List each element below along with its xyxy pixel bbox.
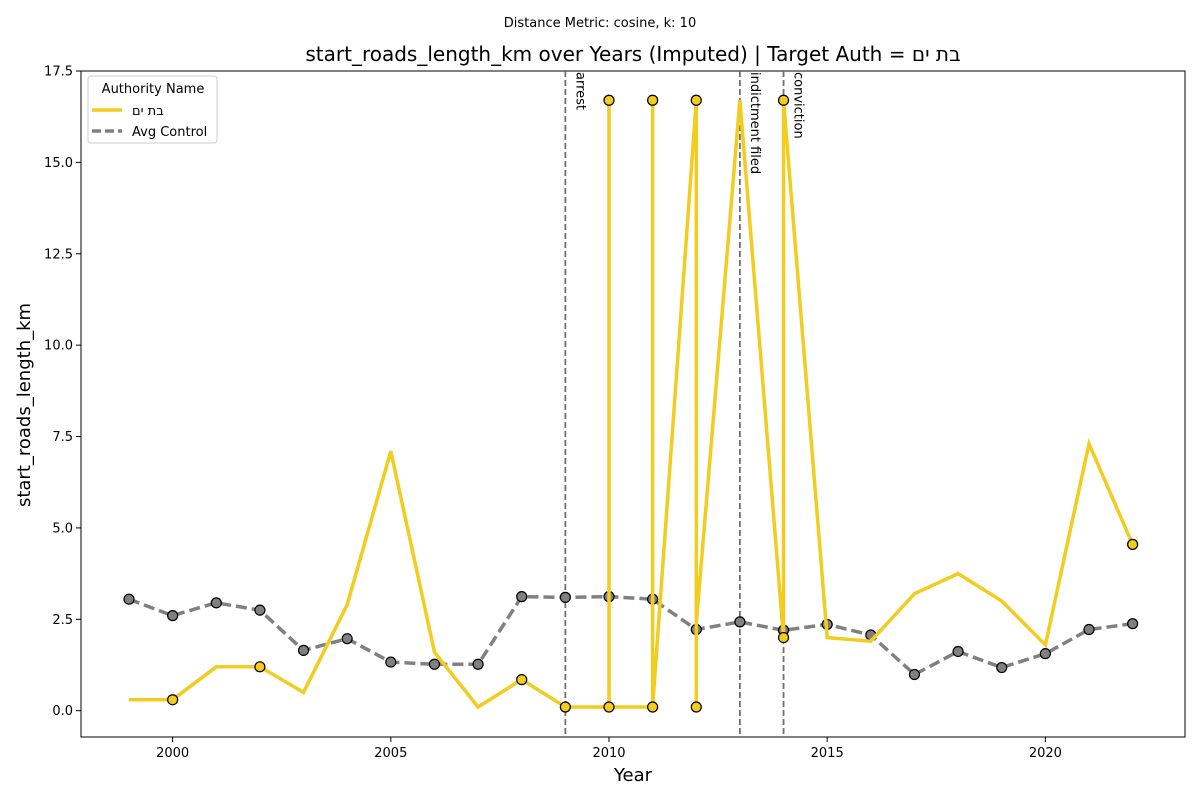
data-point <box>603 701 615 713</box>
data-point <box>603 94 615 106</box>
x-tick-label: 2020 <box>1029 746 1062 761</box>
chart-title: start_roads_length_km over Years (Impute… <box>305 42 960 66</box>
y-tick-label: 15.0 <box>44 156 73 171</box>
data-point <box>647 701 659 713</box>
data-point <box>516 674 528 686</box>
y-axis-label: start_roads_length_km <box>14 303 35 507</box>
data-point <box>428 658 441 670</box>
data-point <box>167 694 179 706</box>
x-tick-label: 2000 <box>156 746 189 761</box>
series-line <box>129 100 1135 710</box>
legend-title: Authority Name <box>102 82 205 97</box>
data-point <box>1039 648 1051 660</box>
plot-frame <box>80 70 1186 738</box>
legend-box <box>87 75 218 144</box>
legend: Authority Name בת ים Avg Control <box>87 75 218 144</box>
series-line <box>128 594 1133 677</box>
data-point <box>559 591 571 603</box>
data-point <box>210 597 222 609</box>
legend-entry: בת ים <box>132 104 164 119</box>
event-label: indictment filed <box>747 72 762 174</box>
data-point <box>777 94 790 106</box>
data-point <box>734 616 746 628</box>
data-point <box>690 701 702 713</box>
y-tick-label: 17.5 <box>44 65 73 80</box>
data-point <box>908 668 921 681</box>
y-tick-label: 2.5 <box>52 613 73 628</box>
data-point <box>777 631 790 644</box>
data-point <box>123 593 135 605</box>
y-tick-label: 7.5 <box>52 430 73 445</box>
data-point <box>254 604 266 616</box>
plot-area: 2000 2005 2010 2015 2020 0.0 2.5 5.0 7.5 10.0 12.5… <box>44 65 1186 761</box>
y-tick-label: 10.0 <box>44 339 73 354</box>
data-point <box>559 701 571 713</box>
data-point <box>254 661 266 673</box>
data-point <box>297 644 310 656</box>
event-label: arrest <box>572 72 587 110</box>
chart-suptitle: Distance Metric: cosine, k: 10 <box>504 16 696 31</box>
data-point <box>1127 538 1139 550</box>
data-point <box>647 94 659 106</box>
y-tick-label: 5.0 <box>52 521 73 536</box>
event-label: conviction <box>791 72 806 139</box>
legend-entry: Avg Control <box>132 125 207 140</box>
data-point <box>952 645 964 658</box>
data-point <box>996 661 1008 674</box>
y-tick-label: 12.5 <box>44 247 73 262</box>
data-point <box>690 94 702 106</box>
data-point <box>1083 623 1095 636</box>
data-point <box>385 656 397 668</box>
data-point <box>516 591 528 603</box>
data-point <box>341 633 353 645</box>
data-point <box>167 610 179 622</box>
x-tick-label: 2010 <box>592 746 625 761</box>
data-point <box>472 658 484 670</box>
data-point <box>1127 618 1139 630</box>
x-axis-label: Year <box>613 765 653 786</box>
x-tick-label: 2015 <box>811 746 844 761</box>
y-tick-label: 0.0 <box>52 704 73 719</box>
x-tick-label: 2005 <box>374 746 407 761</box>
